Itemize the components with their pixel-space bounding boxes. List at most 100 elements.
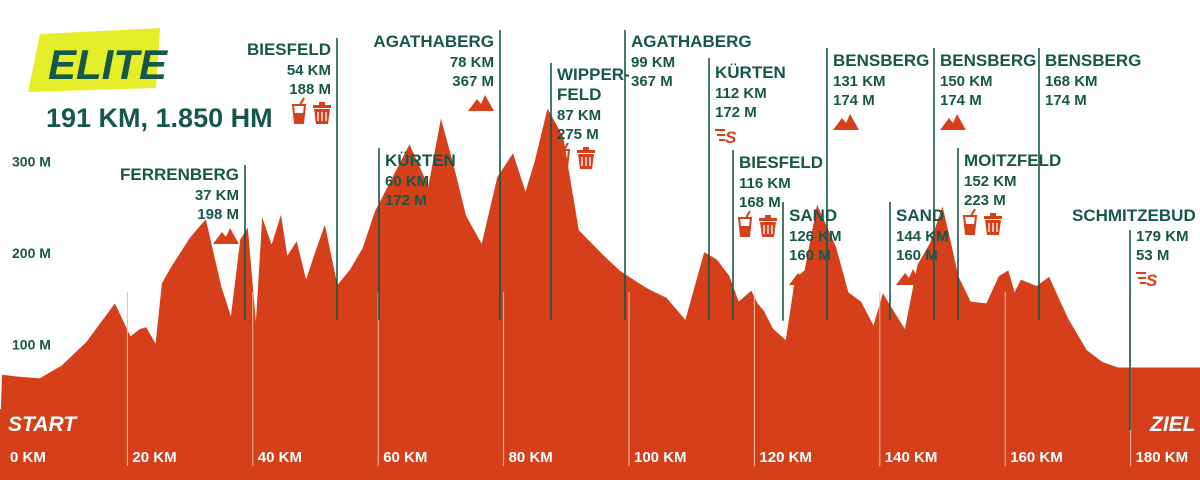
sprint-icon: S <box>1136 271 1158 290</box>
waypoint-name: WIPPER- <box>557 65 630 84</box>
x-axis-band <box>0 437 1200 480</box>
waypoint-stat: 275 M <box>557 126 599 143</box>
waypoint-stat: 168 KM <box>1045 73 1098 90</box>
finish-flag: ZIEL <box>1136 409 1200 437</box>
waypoint-marker: BIESFELD 54 KM 188 M <box>247 38 338 320</box>
x-tick-label: 20 KM <box>132 449 176 466</box>
waypoint-name: KÜRTEN <box>715 63 786 82</box>
waypoint-stat: 223 M <box>964 192 1006 209</box>
waypoint-stat: 37 KM <box>195 187 239 204</box>
waypoint-name: AGATHABERG <box>373 32 494 51</box>
x-tick-label: 160 KM <box>1010 449 1063 466</box>
mountain-icon <box>940 114 966 130</box>
waypoint-stat: 172 M <box>715 104 757 121</box>
waypoint-name: KÜRTEN <box>385 151 456 170</box>
drink-cup-icon <box>555 142 571 169</box>
mountain-icon <box>468 95 494 111</box>
waypoint-name: BENSBERG <box>833 51 929 70</box>
trash-bin-icon <box>577 147 595 169</box>
waypoint-marker: WIPPER-FELD 87 KM 275 M <box>550 63 630 320</box>
race-summary: 191 KM, 1.850 HM <box>46 103 273 133</box>
waypoint-stat: 160 M <box>896 247 938 264</box>
waypoint-stat: 87 KM <box>557 107 601 124</box>
waypoint-marker: SAND 126 KM 160 M <box>782 202 842 321</box>
waypoint-marker: AGATHABERG 99 KM 367 M <box>624 30 752 320</box>
y-tick-label: 200 M <box>12 245 51 261</box>
waypoint-stat: 99 KM <box>631 54 675 71</box>
waypoint-stat: 60 KM <box>385 173 429 190</box>
waypoint-stat: 174 M <box>1045 92 1087 109</box>
waypoint-stat: 198 M <box>197 206 239 223</box>
waypoint-name: SAND <box>789 206 837 225</box>
x-tick-label: 140 KM <box>885 449 938 466</box>
finish-label: ZIEL <box>1149 413 1196 436</box>
waypoint-stat: 131 KM <box>833 73 886 90</box>
sprint-icon: S <box>385 216 407 235</box>
waypoint-stat: 116 KM <box>739 175 791 192</box>
waypoint-name: SCHMITZEBUD <box>1072 206 1196 225</box>
drink-cup-icon <box>737 210 753 237</box>
waypoint-stat: 54 KM <box>287 62 331 79</box>
waypoint-name: BIESFELD <box>247 40 331 59</box>
waypoint-stat: 144 KM <box>896 228 949 245</box>
waypoint-stat: 53 M <box>1136 247 1169 264</box>
mountain-icon <box>833 114 859 130</box>
waypoint-marker: SAND 144 KM 160 M <box>889 202 949 321</box>
waypoint-stat: 168 M <box>739 194 781 211</box>
trash-bin-icon <box>759 215 777 237</box>
waypoint-name: MOITZFELD <box>964 151 1061 170</box>
waypoint-name: BENSBERG <box>940 51 1036 70</box>
waypoint-stat: 150 KM <box>940 73 993 90</box>
waypoint-name: BENSBERG <box>1045 51 1141 70</box>
x-tick-label: 0 KM <box>10 449 46 466</box>
mountain-icon <box>789 269 815 285</box>
title-badge: ELITE <box>28 28 169 92</box>
waypoint-stat: 188 M <box>289 81 331 98</box>
waypoint-marker: KÜRTEN 112 KM 172 M S <box>708 58 786 320</box>
waypoint-marker: KÜRTEN 60 KM 172 M S <box>378 148 456 320</box>
x-tick-label: 100 KM <box>634 449 687 466</box>
waypoint-name: FELD <box>557 85 601 104</box>
waypoint-stat: 112 KM <box>715 85 767 102</box>
drink-cup-icon <box>291 97 307 124</box>
waypoint-stat: 367 M <box>452 73 494 90</box>
drink-cup-icon <box>962 208 978 235</box>
waypoint-stat: 367 M <box>631 73 673 90</box>
waypoint-stat: 179 KM <box>1136 228 1189 245</box>
svg-text:S: S <box>725 128 737 147</box>
badge-text: ELITE <box>48 41 169 88</box>
waypoint-stat: 172 M <box>385 192 427 209</box>
svg-text:S: S <box>1146 271 1158 290</box>
elevation-profile-area <box>0 108 1200 437</box>
waypoint-stat: 78 KM <box>450 54 494 71</box>
waypoint-name: FERRENBERG <box>120 165 239 184</box>
waypoint-stat: 160 M <box>789 247 831 264</box>
y-tick-label: 100 M <box>12 337 51 353</box>
x-tick-label: 180 KM <box>1136 449 1189 466</box>
sprint-icon: S <box>715 128 737 147</box>
waypoint-name: AGATHABERG <box>631 32 752 51</box>
start-flag: START <box>0 409 78 437</box>
waypoint-name: SAND <box>896 206 944 225</box>
waypoint-marker: SCHMITZEBUD 179 KM 53 M S <box>1072 206 1196 430</box>
waypoint-marker: BIESFELD 116 KM 168 M <box>732 150 823 320</box>
x-tick-label: 120 KM <box>759 449 812 466</box>
waypoint-stat: 126 KM <box>789 228 842 245</box>
waypoint-marker: BENSBERG 168 KM 174 M <box>1038 48 1141 320</box>
waypoint-marker: AGATHABERG 78 KM 367 M <box>373 30 501 320</box>
y-tick-label: 300 M <box>12 154 51 170</box>
x-tick-label: 40 KM <box>258 449 302 466</box>
mountain-icon <box>896 269 922 285</box>
svg-text:S: S <box>395 216 407 235</box>
waypoint-stat: 174 M <box>940 92 982 109</box>
waypoint-stat: 152 KM <box>964 173 1017 190</box>
mountain-icon <box>213 228 239 244</box>
trash-bin-icon <box>984 213 1002 235</box>
waypoint-marker: BENSBERG 150 KM 174 M <box>933 48 1036 320</box>
trash-bin-icon <box>313 102 331 124</box>
waypoint-marker: BENSBERG 131 KM 174 M <box>826 48 929 320</box>
start-label: START <box>8 413 78 436</box>
waypoint-name: BIESFELD <box>739 153 823 172</box>
